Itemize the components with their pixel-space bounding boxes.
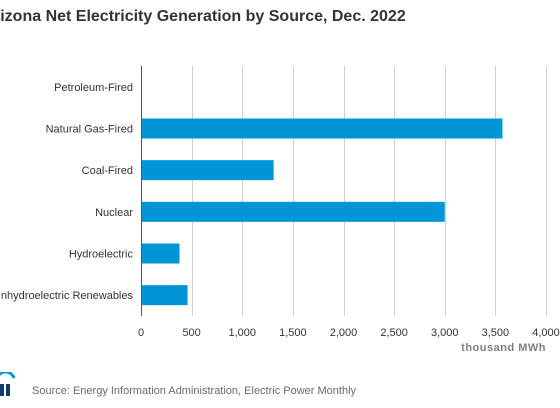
x-tick-label: 3,500 [482,327,510,339]
category-label: Coal-Fired [82,165,133,177]
bar [142,243,180,264]
bar [142,160,274,181]
x-tick-label: 1,000 [228,327,256,339]
category-label: Hydroelectric [69,249,134,261]
x-tick-label: 2,500 [380,327,408,339]
x-tick-label: 500 [182,327,200,339]
bar [142,285,188,306]
x-tick-label: 0 [138,327,144,339]
x-tick-label: 3,000 [431,327,459,339]
chart-title: rizona Net Electricity Generation by Sou… [0,8,406,25]
bar [142,201,445,222]
x-axis-label: thousand MWh [461,342,546,354]
category-label: Petroleum-Fired [54,82,133,94]
bar [142,118,503,139]
x-tick-label: 2,000 [330,327,358,339]
category-label: nhydroelectric Renewables [1,290,134,302]
source-note: Source: Energy Information Administratio… [32,385,357,397]
x-tick-label: 1,500 [279,327,307,339]
x-tick-label: 4,000 [532,327,560,339]
category-label: Natural Gas-Fired [46,124,133,136]
category-label: Nuclear [95,207,133,219]
